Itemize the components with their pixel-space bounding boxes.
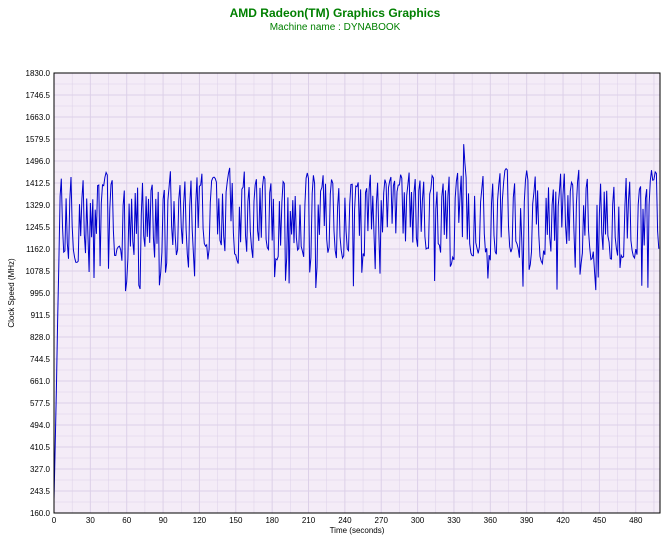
- svg-text:828.0: 828.0: [30, 333, 51, 342]
- svg-text:1078.5: 1078.5: [26, 267, 51, 276]
- svg-text:1746.5: 1746.5: [26, 91, 51, 100]
- svg-text:1663.0: 1663.0: [26, 113, 51, 122]
- svg-text:300: 300: [411, 516, 425, 525]
- chart-subtitle: Machine name : DYNABOOK: [0, 20, 670, 33]
- svg-text:450: 450: [593, 516, 607, 525]
- svg-text:410.5: 410.5: [30, 443, 51, 452]
- svg-text:30: 30: [86, 516, 95, 525]
- svg-text:995.0: 995.0: [30, 289, 51, 298]
- svg-text:577.5: 577.5: [30, 399, 51, 408]
- svg-text:390: 390: [520, 516, 534, 525]
- svg-text:90: 90: [159, 516, 168, 525]
- svg-text:1412.5: 1412.5: [26, 179, 51, 188]
- svg-text:240: 240: [338, 516, 352, 525]
- svg-text:420: 420: [556, 516, 570, 525]
- svg-text:1329.0: 1329.0: [26, 201, 51, 210]
- svg-text:1830.0: 1830.0: [26, 69, 51, 78]
- svg-text:60: 60: [122, 516, 131, 525]
- svg-text:1496.0: 1496.0: [26, 157, 51, 166]
- svg-text:210: 210: [302, 516, 316, 525]
- svg-text:1162.0: 1162.0: [26, 245, 50, 254]
- svg-text:160.0: 160.0: [30, 509, 51, 518]
- svg-text:494.0: 494.0: [30, 421, 51, 430]
- svg-text:480: 480: [629, 516, 643, 525]
- svg-text:180: 180: [265, 516, 279, 525]
- chart-title: AMD Radeon(TM) Graphics Graphics: [0, 0, 670, 20]
- svg-text:270: 270: [375, 516, 389, 525]
- svg-text:1245.5: 1245.5: [26, 223, 51, 232]
- svg-text:661.0: 661.0: [30, 377, 51, 386]
- svg-text:1579.5: 1579.5: [26, 135, 51, 144]
- svg-text:330: 330: [447, 516, 461, 525]
- svg-text:327.0: 327.0: [30, 465, 51, 474]
- svg-text:150: 150: [229, 516, 243, 525]
- svg-text:243.5: 243.5: [30, 487, 51, 496]
- svg-text:360: 360: [484, 516, 498, 525]
- svg-text:Time (seconds): Time (seconds): [330, 526, 385, 535]
- svg-text:0: 0: [52, 516, 57, 525]
- svg-text:120: 120: [193, 516, 207, 525]
- svg-text:Clock Speed (MHz): Clock Speed (MHz): [7, 258, 16, 328]
- svg-text:744.5: 744.5: [30, 355, 51, 364]
- clock-speed-chart: 0 30 60 90 120 150 180 210 240 270 300 330 360 390 420…: [0, 33, 670, 535]
- svg-text:911.5: 911.5: [31, 311, 51, 320]
